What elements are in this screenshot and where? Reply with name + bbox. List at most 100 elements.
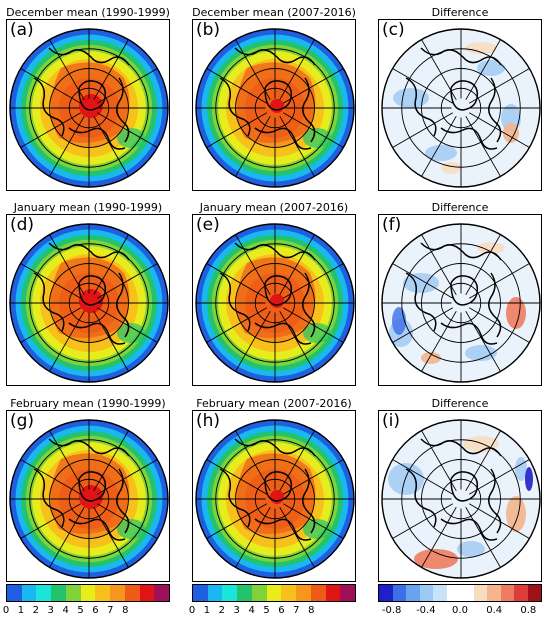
meridian-line xyxy=(93,234,129,296)
panel-letter-f: (f) xyxy=(382,215,402,235)
coastline xyxy=(302,272,316,338)
panel-title-c: Difference xyxy=(431,6,489,19)
colorbar-swatch xyxy=(281,585,297,601)
panel-letter-g: (g) xyxy=(10,411,35,431)
colorbar-mean-2 xyxy=(192,584,356,602)
positive-anomaly xyxy=(506,297,526,329)
meridian-line xyxy=(421,506,457,568)
coastline xyxy=(440,322,498,345)
coastline xyxy=(488,77,502,143)
meridian-line xyxy=(465,310,501,372)
colorbar-swatch xyxy=(514,585,528,601)
colorbar-tick-label: 8 xyxy=(122,605,129,616)
colorbar-swatch xyxy=(154,585,170,601)
colorbar-tick-label: 0.8 xyxy=(520,605,537,616)
coastline xyxy=(48,438,130,457)
meridian-line xyxy=(282,68,344,104)
coastline xyxy=(33,77,65,137)
coastline xyxy=(219,468,251,528)
meridian-line xyxy=(465,115,501,177)
coastline xyxy=(234,438,316,457)
meridian-line xyxy=(468,503,530,539)
positive-anomaly xyxy=(503,123,519,143)
green-patch xyxy=(303,323,331,343)
meridian-line xyxy=(282,112,344,148)
coastline xyxy=(450,80,479,111)
pole-maximum xyxy=(79,485,103,509)
colorbar-swatch xyxy=(296,585,311,601)
positive-anomaly xyxy=(506,496,526,532)
coastline xyxy=(440,518,498,541)
positive-anomaly xyxy=(477,242,505,254)
colorbar-tick-label: 6 xyxy=(278,605,285,616)
coastline xyxy=(234,242,316,261)
panel-title-a: December mean (1990-1999) xyxy=(6,6,170,19)
meridian-line xyxy=(235,310,271,372)
meridian-line xyxy=(206,459,268,495)
meridian-line xyxy=(282,263,344,299)
panel-f: (f) xyxy=(378,214,542,386)
colorbar-tick-label: 0.4 xyxy=(486,605,503,616)
meridian-line xyxy=(392,307,454,343)
meridian-line xyxy=(282,459,344,495)
panel-letter-d: (d) xyxy=(10,215,35,235)
colorbar-tick-label: 0 xyxy=(2,605,10,616)
meridian-line xyxy=(468,112,530,148)
panel-title-h: February mean (2007-2016) xyxy=(196,397,352,410)
colorbar-tick-label: 3 xyxy=(47,605,54,616)
coastline xyxy=(302,468,316,534)
coastline xyxy=(219,272,251,332)
coastline xyxy=(33,468,65,528)
colorbar-tick-label: -0.8 xyxy=(381,605,402,616)
negative-anomaly xyxy=(457,541,485,557)
colorbar-diff xyxy=(378,584,542,602)
coastline xyxy=(488,468,502,534)
coastline xyxy=(68,518,126,541)
coastline xyxy=(420,47,502,66)
colorbar-tick-label: -0.4 xyxy=(416,605,436,616)
green-patch xyxy=(303,128,331,148)
colorbar-swatch xyxy=(527,585,541,601)
colorbar-tick-label: 0.0 xyxy=(452,605,468,616)
pole-maximum xyxy=(270,294,284,308)
coastline xyxy=(68,127,126,150)
coastline xyxy=(68,322,126,345)
meridian-line xyxy=(279,310,315,372)
colorbar-mean-1 xyxy=(6,584,170,602)
negative-anomaly xyxy=(501,104,521,132)
green-patch xyxy=(117,519,145,539)
meridian-line xyxy=(20,263,82,299)
colorbar-swatch xyxy=(487,585,501,601)
panel-letter-i: (i) xyxy=(382,411,400,431)
meridian-line xyxy=(392,68,454,104)
coastline xyxy=(420,242,502,261)
diff-background xyxy=(382,420,540,578)
pole-maximum xyxy=(79,94,103,118)
positive-anomaly xyxy=(414,549,458,569)
colorbar-swatch xyxy=(222,585,238,601)
meridian-line xyxy=(20,68,82,104)
panel-i: (i) xyxy=(378,410,542,582)
panel-title-f: Difference xyxy=(431,201,489,214)
meridian-line xyxy=(468,263,530,299)
coastline xyxy=(234,47,316,66)
colorbar-tick-label: 7 xyxy=(293,605,300,616)
meridian-line xyxy=(465,234,501,296)
meridian-line xyxy=(206,503,268,539)
colorbar-tick-label: 2 xyxy=(218,605,225,616)
colorbar-swatch xyxy=(80,585,96,601)
meridian-line xyxy=(392,263,454,299)
colorbar-tick-label: 4 xyxy=(62,605,69,616)
meridian-line xyxy=(96,459,158,495)
colorbar-tick-label: 5 xyxy=(77,605,84,616)
colorbar-swatch xyxy=(36,585,52,601)
coastline xyxy=(33,272,65,332)
coastline xyxy=(405,468,437,528)
colorbar-swatch xyxy=(207,585,223,601)
colorbar-swatch xyxy=(310,585,326,601)
meridian-line xyxy=(465,430,501,492)
meridian-line xyxy=(96,503,158,539)
colorbar-swatch xyxy=(65,585,81,601)
green-patch xyxy=(117,323,145,343)
coastline xyxy=(488,272,502,338)
